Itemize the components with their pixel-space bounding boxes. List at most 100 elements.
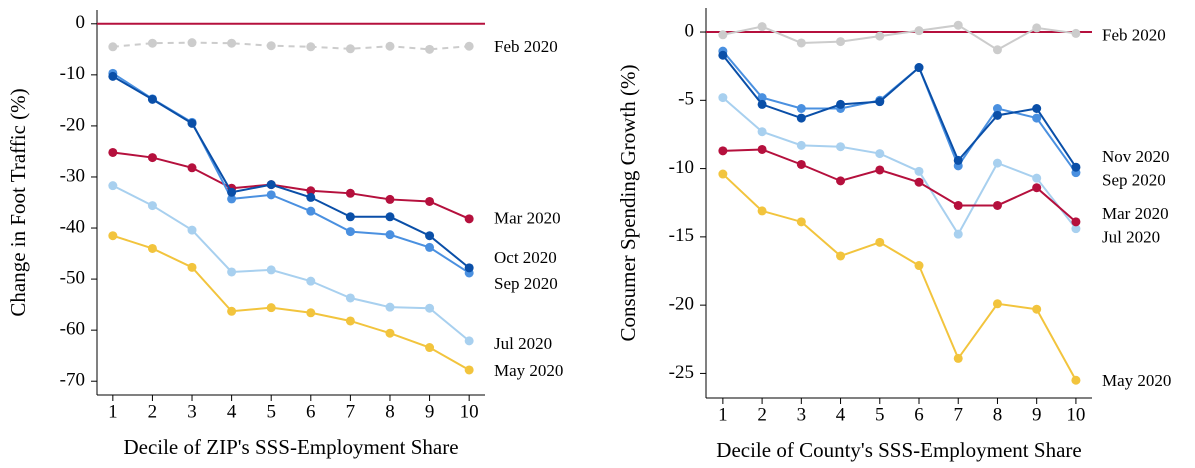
point: [953, 20, 963, 30]
series-label: Feb 2020: [1102, 25, 1166, 44]
x-tick-label: 6: [914, 404, 924, 425]
y-tick-label: 0: [76, 12, 86, 33]
point: [1032, 173, 1042, 183]
y-tick-label: -15: [669, 225, 694, 246]
point: [1032, 113, 1042, 123]
series-line: [722, 96, 1077, 237]
point: [757, 93, 767, 103]
point: [425, 343, 435, 353]
series-label: Jul 2020: [1102, 228, 1160, 247]
point: [1071, 217, 1081, 227]
point: [875, 165, 885, 175]
series-line: [722, 148, 1077, 223]
series-label: May 2020: [494, 361, 563, 380]
point: [875, 149, 885, 159]
y-tick-label: 0: [685, 20, 695, 41]
x-tick-label: 9: [425, 401, 435, 422]
point: [718, 50, 728, 60]
point: [147, 38, 157, 48]
point: [345, 188, 355, 198]
point: [227, 187, 237, 197]
point: [464, 336, 474, 346]
point: [992, 45, 1002, 55]
point: [796, 38, 806, 48]
point: [718, 93, 728, 103]
x-tick-label: 1: [108, 401, 118, 422]
y-tick-label: -10: [669, 157, 694, 178]
x-tick-label: 10: [460, 401, 479, 422]
point: [266, 180, 276, 190]
point: [836, 251, 846, 261]
point: [796, 113, 806, 123]
x-tick-label: 2: [148, 401, 158, 422]
y-tick-label: -60: [60, 319, 85, 340]
point: [385, 302, 395, 312]
point: [345, 44, 355, 54]
point: [757, 144, 767, 154]
y-axis-title: Consumer Spending Growth (%): [616, 64, 640, 341]
point: [992, 200, 1002, 210]
point: [836, 99, 846, 109]
x-tick-label: 5: [266, 401, 276, 422]
point: [147, 94, 157, 104]
point: [425, 242, 435, 252]
y-tick-label: -10: [60, 63, 85, 84]
point: [796, 217, 806, 227]
series-label: Mar 2020: [494, 209, 561, 228]
point: [425, 303, 435, 313]
series-label: Oct 2020: [494, 248, 557, 267]
x-tick-label: 8: [993, 404, 1003, 425]
point: [385, 41, 395, 51]
point: [992, 299, 1002, 309]
point: [108, 147, 118, 157]
point: [464, 263, 474, 273]
series-line: [112, 75, 470, 269]
point: [385, 328, 395, 338]
point: [187, 262, 197, 272]
point: [757, 99, 767, 109]
point: [464, 214, 474, 224]
point: [757, 127, 767, 137]
point: [914, 63, 924, 73]
point: [953, 200, 963, 210]
point: [306, 192, 316, 202]
point: [992, 110, 1002, 120]
y-tick-label: -5: [678, 89, 694, 110]
point: [992, 158, 1002, 168]
series-label: Nov 2020: [1102, 147, 1170, 166]
point: [875, 31, 885, 41]
point: [836, 142, 846, 152]
point: [227, 306, 237, 316]
point: [914, 261, 924, 271]
point: [345, 227, 355, 237]
point: [147, 243, 157, 253]
point: [147, 153, 157, 163]
point: [108, 42, 118, 52]
point: [306, 186, 316, 196]
point: [147, 201, 157, 211]
series-line: [112, 234, 470, 371]
series-line: [722, 173, 1077, 381]
point: [306, 308, 316, 318]
y-tick-label: -40: [60, 216, 85, 237]
point: [227, 267, 237, 277]
point: [914, 26, 924, 36]
y-tick-label: -50: [60, 267, 85, 288]
chart-panel: 0 -5 -10 -15 -20 -25 1 2 3 4 5 6 7 8 9 10 Decile of Coun…: [616, 8, 1171, 462]
point: [266, 41, 276, 51]
point: [796, 159, 806, 169]
point: [953, 229, 963, 239]
point: [1032, 104, 1042, 114]
point: [1032, 183, 1042, 193]
x-tick-label: 7: [346, 401, 356, 422]
point: [1071, 28, 1081, 38]
y-tick-label: -25: [669, 362, 694, 383]
point: [757, 22, 767, 32]
x-tick-label: 10: [1066, 404, 1085, 425]
point: [187, 38, 197, 48]
point: [306, 206, 316, 216]
point: [227, 38, 237, 48]
point: [464, 41, 474, 51]
x-tick-label: 4: [227, 401, 237, 422]
point: [187, 225, 197, 235]
